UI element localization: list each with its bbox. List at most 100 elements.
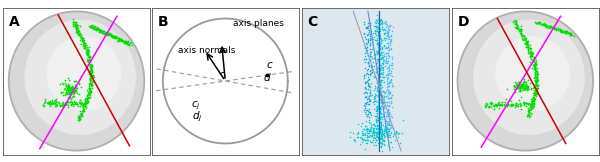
Point	[377, 58, 386, 61]
Point	[65, 86, 74, 88]
Point	[81, 102, 91, 104]
Point	[384, 82, 394, 84]
Point	[533, 78, 542, 80]
Point	[119, 41, 129, 43]
Point	[372, 128, 382, 130]
Point	[85, 78, 95, 81]
Point	[85, 50, 94, 52]
Point	[374, 88, 383, 91]
Point	[512, 24, 522, 26]
Point	[518, 101, 527, 104]
Point	[373, 73, 383, 75]
Point	[377, 137, 386, 140]
Point	[87, 24, 97, 27]
Point	[360, 45, 370, 48]
Point	[358, 138, 367, 140]
Point	[86, 66, 96, 69]
Point	[360, 105, 370, 108]
Point	[520, 39, 529, 41]
Point	[88, 66, 97, 68]
Point	[530, 92, 540, 94]
Point	[71, 24, 80, 27]
Point	[520, 102, 530, 104]
Point	[98, 32, 108, 35]
Point	[513, 86, 523, 89]
Point	[365, 122, 375, 124]
Point	[72, 26, 82, 28]
Point	[504, 99, 514, 102]
Point	[383, 74, 393, 76]
Point	[377, 102, 387, 104]
Point	[74, 100, 84, 103]
Point	[61, 84, 70, 87]
Point	[373, 40, 382, 43]
Point	[377, 131, 386, 133]
Point	[383, 124, 392, 126]
Point	[361, 102, 370, 104]
Point	[100, 32, 109, 34]
Point	[377, 137, 386, 139]
Point	[359, 77, 368, 80]
Point	[365, 31, 374, 34]
Point	[85, 77, 95, 79]
Point	[500, 103, 509, 105]
Point	[64, 88, 73, 90]
Point	[383, 30, 393, 33]
Point	[369, 88, 379, 91]
Point	[530, 74, 540, 77]
Point	[386, 102, 396, 105]
Point	[372, 131, 382, 134]
Point	[62, 100, 71, 103]
Point	[85, 95, 94, 98]
Point	[64, 106, 73, 108]
Point	[382, 95, 392, 98]
Point	[524, 110, 533, 113]
Point	[85, 82, 95, 85]
Point	[376, 128, 386, 130]
Point	[377, 68, 386, 70]
Point	[369, 123, 379, 126]
Point	[519, 101, 529, 104]
Point	[377, 78, 386, 81]
Point	[525, 109, 535, 112]
Point	[374, 35, 383, 37]
Point	[386, 38, 395, 41]
Point	[514, 81, 523, 84]
Point	[501, 98, 511, 100]
Point	[71, 22, 80, 24]
Point	[527, 58, 536, 61]
Point	[73, 115, 83, 117]
Point	[376, 19, 386, 22]
Point	[80, 105, 89, 108]
Point	[364, 73, 373, 76]
Point	[71, 26, 80, 29]
Point	[364, 67, 373, 70]
Point	[68, 93, 78, 95]
Point	[382, 79, 392, 82]
Point	[79, 103, 89, 105]
Point	[511, 20, 521, 22]
Point	[70, 23, 80, 25]
Point	[531, 79, 541, 81]
Point	[383, 131, 392, 133]
Point	[523, 110, 533, 112]
Point	[491, 103, 501, 105]
Point	[492, 104, 502, 107]
Point	[62, 90, 72, 93]
Point	[537, 22, 547, 25]
Point	[386, 96, 396, 99]
Point	[350, 139, 360, 142]
Point	[373, 34, 383, 36]
Point	[386, 71, 395, 74]
Point	[121, 41, 130, 44]
Point	[381, 120, 391, 122]
Point	[80, 46, 90, 48]
Point	[365, 111, 375, 114]
Point	[370, 136, 380, 139]
Point	[75, 110, 85, 113]
Point	[374, 117, 384, 119]
Point	[386, 40, 396, 43]
Point	[45, 101, 55, 103]
Point	[55, 83, 65, 86]
Point	[364, 79, 373, 81]
